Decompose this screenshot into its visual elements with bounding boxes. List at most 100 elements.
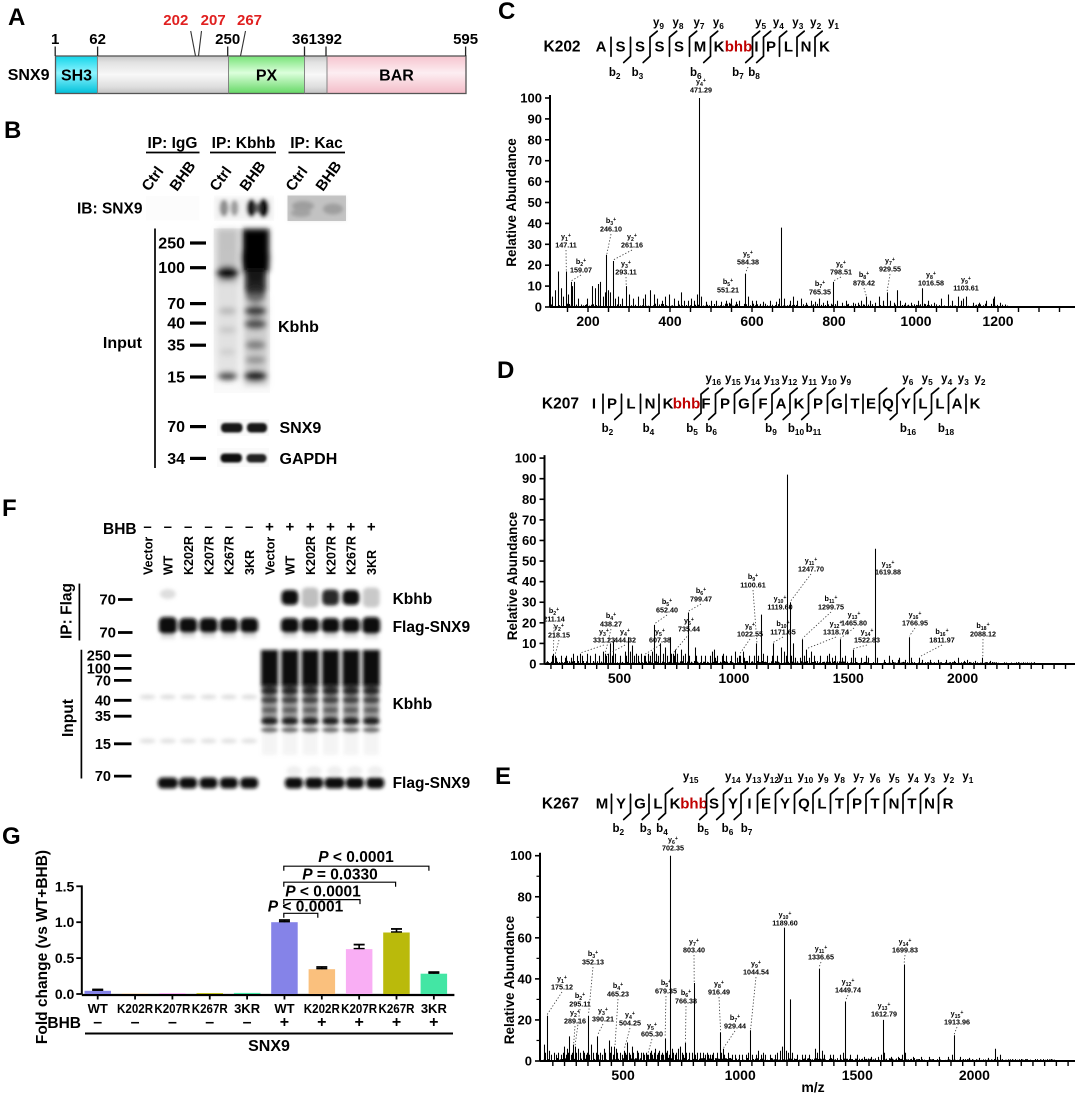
svg-text:BAR: BAR [379,68,414,85]
svg-text:K267R: K267R [379,1001,416,1016]
svg-text:G: G [831,396,843,413]
svg-text:BHB: BHB [312,158,345,194]
svg-text:40: 40 [528,216,542,231]
svg-text:1522.83: 1522.83 [854,636,880,645]
svg-text:F: F [701,396,710,413]
svg-text:y2+: y2+ [627,232,637,243]
svg-text:y4+: y4+ [620,627,630,638]
svg-text:438.27: 438.27 [600,620,622,629]
svg-text:798.51: 798.51 [830,268,852,277]
svg-text:289.16: 289.16 [564,1017,586,1026]
svg-text:GAPDH: GAPDH [280,451,338,468]
svg-text:K207R: K207R [154,1001,191,1016]
svg-text:y7+: y7+ [689,937,699,948]
svg-text:–: – [225,519,233,536]
svg-text:P: P [720,396,730,413]
svg-text:1171.65: 1171.65 [770,628,796,637]
svg-text:1000: 1000 [900,313,931,329]
svg-text:y1: y1 [828,17,839,31]
svg-text:E: E [761,796,771,813]
svg-text:1044.54: 1044.54 [743,968,769,977]
svg-text:70: 70 [99,625,116,642]
svg-text:70: 70 [528,153,542,168]
svg-text:40: 40 [518,971,532,986]
svg-text:1022.55: 1022.55 [737,630,763,639]
svg-text:b3+: b3+ [588,949,598,960]
svg-text:1200: 1200 [982,313,1013,329]
svg-text:B: B [4,117,21,144]
svg-text:20: 20 [522,615,536,630]
svg-text:K207R: K207R [202,536,216,575]
svg-text:K267R: K267R [223,536,237,575]
svg-text:A: A [8,4,25,31]
svg-text:267: 267 [237,12,262,29]
svg-text:–: – [143,519,151,536]
svg-text:80: 80 [528,132,542,147]
svg-text:100: 100 [87,661,111,677]
svg-text:y1: y1 [962,771,973,785]
svg-text:K: K [970,396,981,413]
svg-text:Y: Y [780,796,790,813]
svg-text:K: K [663,396,674,413]
svg-text:+: + [429,1014,438,1031]
svg-text:1000: 1000 [718,670,749,686]
svg-text:–: – [168,1014,177,1031]
svg-text:Fold change (vs WT+BHB): Fold change (vs WT+BHB) [34,850,51,1044]
svg-text:90: 90 [522,471,536,486]
svg-text:b4: b4 [643,423,655,437]
svg-text:y11: y11 [777,771,793,785]
svg-text:b8+: b8+ [859,270,869,281]
svg-text:400: 400 [658,313,682,329]
svg-text:b5: b5 [697,823,709,837]
svg-text:y7: y7 [853,771,864,785]
svg-text:80: 80 [522,492,536,507]
svg-text:y5: y5 [755,17,766,31]
svg-text:1766.95: 1766.95 [902,619,928,628]
svg-text:y2+: y2+ [554,622,564,633]
svg-text:b3+: b3+ [606,216,616,227]
svg-text:+: + [280,1014,289,1031]
svg-text:40: 40 [95,693,111,709]
svg-text:bhb: bhb [680,796,708,813]
svg-text:929.44: 929.44 [724,1022,746,1031]
svg-text:K267: K267 [542,796,579,813]
svg-text:b6: b6 [705,423,717,437]
svg-text:WT: WT [284,555,298,575]
svg-text:30: 30 [528,237,542,252]
svg-text:90: 90 [528,111,542,126]
svg-text:b7: b7 [732,67,744,81]
svg-text:20: 20 [518,1012,532,1027]
svg-text:IB: SNX9: IB: SNX9 [77,201,143,218]
svg-text:y1+: y1+ [557,974,567,985]
svg-text:100: 100 [520,91,542,106]
svg-text:T: T [850,396,859,413]
svg-text:–: – [204,519,212,536]
svg-text:Relative Abundance: Relative Abundance [505,511,520,640]
svg-text:444.32: 444.32 [614,636,636,645]
svg-text:y7: y7 [693,17,704,31]
svg-text:471.29: 471.29 [690,86,712,95]
svg-text:y2: y2 [810,17,821,31]
svg-text:S: S [674,39,684,56]
svg-text:361: 361 [292,31,317,48]
svg-text:IP: Flag: IP: Flag [59,583,76,639]
svg-text:250: 250 [158,236,185,253]
svg-text:40: 40 [522,574,536,589]
svg-text:3KR: 3KR [421,1001,448,1016]
svg-text:261.16: 261.16 [621,241,643,250]
svg-text:K202R: K202R [304,536,318,575]
svg-text:b6+: b6+ [681,988,691,999]
svg-text:147.11: 147.11 [555,241,577,250]
svg-text:N: N [924,796,935,813]
svg-text:b7+: b7+ [730,1013,740,1024]
svg-text:N: N [645,396,656,413]
svg-text:K207R: K207R [341,1001,378,1016]
svg-text:y2: y2 [974,373,985,387]
svg-text:SNX9: SNX9 [280,420,322,437]
svg-text:60: 60 [522,533,536,548]
svg-text:y8: y8 [672,17,683,31]
svg-text:G: G [2,823,21,850]
svg-text:Flag-SNX9: Flag-SNX9 [393,775,471,792]
svg-text:b10: b10 [788,423,805,437]
svg-text:200: 200 [576,313,600,329]
